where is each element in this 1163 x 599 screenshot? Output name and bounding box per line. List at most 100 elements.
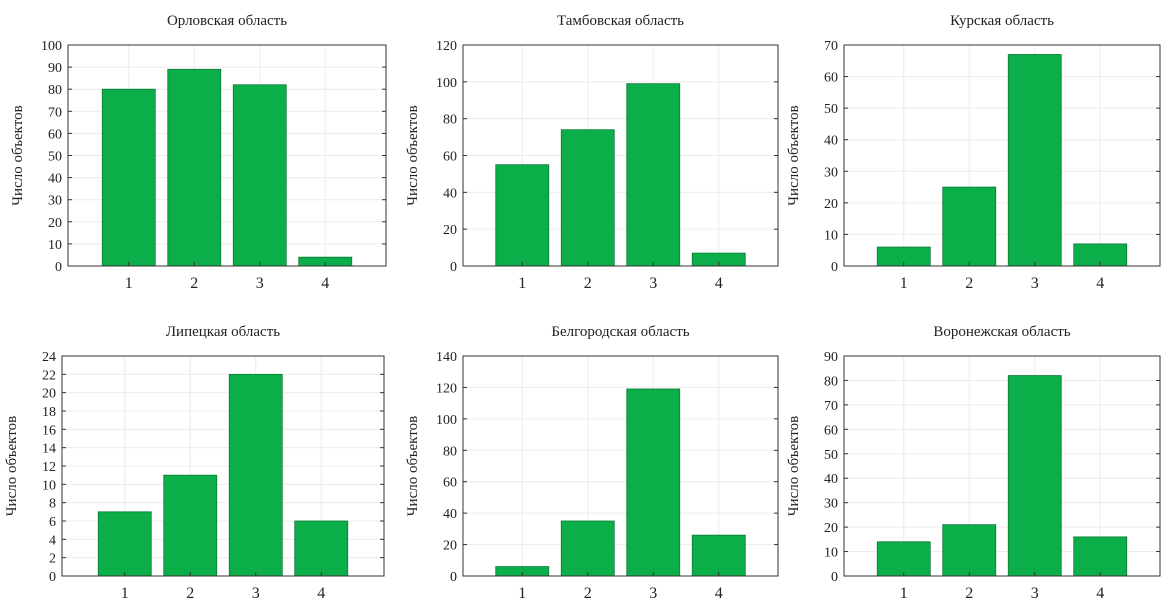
y-axis-label: Число объектов xyxy=(786,105,802,205)
x-tick-label: 3 xyxy=(649,275,657,292)
bar-1 xyxy=(876,541,931,577)
bar-4 xyxy=(1073,536,1128,577)
x-tick-label: 4 xyxy=(715,585,723,599)
chart-title: Воронежская область xyxy=(933,324,1070,340)
y-tick-label: 16 xyxy=(42,423,56,438)
bar-4 xyxy=(691,534,746,577)
y-tick-label: 90 xyxy=(48,61,62,76)
y-tick-label: 2 xyxy=(49,552,56,567)
y-tick-label: 22 xyxy=(42,368,56,383)
chart-orlovskaya: Орловская область Число объектов 0 10 20 30… xyxy=(10,13,387,292)
chart-belgorodskaya: Белгородская область Число объектов 0 20 4… xyxy=(405,324,779,599)
y-tick-label: 60 xyxy=(443,476,457,491)
y-tick-label: 12 xyxy=(42,460,56,475)
y-tick-label: 30 xyxy=(48,194,62,209)
y-axis-label: Число объектов xyxy=(786,416,802,516)
x-tick-label: 3 xyxy=(256,275,264,292)
x-tick-label: 3 xyxy=(252,585,260,599)
y-tick-label: 80 xyxy=(443,444,457,459)
bar-4 xyxy=(294,520,349,577)
x-tick-label: 1 xyxy=(900,275,908,292)
y-tick-label: 30 xyxy=(824,497,838,512)
y-tick-label: 50 xyxy=(824,448,838,463)
y-axis-label: Число объектов xyxy=(405,105,421,205)
plot-frame xyxy=(462,355,779,577)
x-tick-label: 2 xyxy=(186,585,194,599)
x-tick-label: 4 xyxy=(715,275,723,292)
x-tick-label: 2 xyxy=(190,275,198,292)
plot-frame xyxy=(843,355,1161,577)
y-tick-label: 60 xyxy=(443,150,457,165)
y-tick-label: 50 xyxy=(824,102,838,117)
y-tick-label: 0 xyxy=(55,260,62,275)
y-tick-label: 140 xyxy=(436,350,457,365)
y-tick-label: 20 xyxy=(824,521,838,536)
y-tick-label: 4 xyxy=(49,533,56,548)
bar-1 xyxy=(495,164,550,267)
chart-voronezhskaya: Воронежская область Число объектов 0 10 20… xyxy=(786,324,1161,599)
y-tick-label: 60 xyxy=(824,423,838,438)
y-tick-label: 70 xyxy=(824,39,838,54)
chart-title: Тамбовская область xyxy=(557,13,684,29)
x-tick-label: 4 xyxy=(317,585,325,599)
y-tick-label: 100 xyxy=(436,76,457,91)
y-tick-label: 40 xyxy=(443,186,457,201)
chart-lipetskaya: Липецкая область Число объектов 02468101… xyxy=(4,324,385,599)
chart-title: Белгородская область xyxy=(551,324,689,340)
y-tick-label: 20 xyxy=(48,216,62,231)
y-tick-label: 0 xyxy=(831,260,838,275)
bar-2 xyxy=(942,186,997,267)
bar-2 xyxy=(167,68,222,267)
x-tick-label: 4 xyxy=(321,275,329,292)
bar-3 xyxy=(626,388,681,577)
bar-3 xyxy=(1007,375,1062,577)
x-tick-label: 3 xyxy=(1031,585,1039,599)
chart-title: Орловская область xyxy=(167,13,287,29)
x-tick-label: 3 xyxy=(649,585,657,599)
x-tick-label: 2 xyxy=(965,585,973,599)
y-tick-label: 50 xyxy=(48,150,62,165)
y-tick-label: 0 xyxy=(450,570,457,585)
bar-2 xyxy=(560,520,615,577)
y-tick-label: 10 xyxy=(824,228,838,243)
chart-title: Липецкая область xyxy=(166,324,280,340)
y-tick-label: 70 xyxy=(48,105,62,120)
chart-tambovskaya: Тамбовская область Число объектов 0 20 40 6… xyxy=(405,13,779,292)
bar-2 xyxy=(942,524,997,577)
x-tick-label: 4 xyxy=(1096,585,1104,599)
y-tick-label: 30 xyxy=(824,165,838,180)
y-tick-label: 70 xyxy=(824,399,838,414)
bar-1 xyxy=(101,88,156,267)
y-tick-label: 0 xyxy=(450,260,457,275)
y-tick-label: 8 xyxy=(49,497,56,512)
y-tick-label: 14 xyxy=(42,442,56,457)
y-tick-label: 20 xyxy=(824,197,838,212)
y-tick-label: 18 xyxy=(42,405,56,420)
y-axis-label: Число объектов xyxy=(405,416,421,516)
plot-frame xyxy=(843,44,1161,267)
y-tick-label: 0 xyxy=(49,570,56,585)
bar-3 xyxy=(228,373,283,577)
y-tick-label: 60 xyxy=(48,127,62,142)
bar-3 xyxy=(1007,54,1062,267)
y-axis-label: Число объектов xyxy=(4,416,20,516)
y-tick-label: 6 xyxy=(49,515,56,530)
x-tick-label: 4 xyxy=(1096,275,1104,292)
chart-title: Курская область xyxy=(950,13,1054,29)
y-tick-label: 40 xyxy=(48,172,62,187)
x-tick-label: 3 xyxy=(1031,275,1039,292)
y-tick-label: 90 xyxy=(824,350,838,365)
y-tick-label: 80 xyxy=(48,83,62,98)
y-tick-label: 0 xyxy=(831,570,838,585)
y-tick-label: 40 xyxy=(443,507,457,522)
y-tick-label: 100 xyxy=(436,413,457,428)
y-tick-label: 24 xyxy=(42,350,56,365)
x-tick-label: 1 xyxy=(121,585,129,599)
x-tick-label: 1 xyxy=(518,275,526,292)
y-tick-label: 10 xyxy=(42,478,56,493)
y-tick-label: 20 xyxy=(443,223,457,238)
bar-2 xyxy=(560,129,615,267)
y-tick-label: 100 xyxy=(41,39,62,54)
y-tick-label: 40 xyxy=(824,472,838,487)
y-tick-label: 10 xyxy=(48,238,62,253)
